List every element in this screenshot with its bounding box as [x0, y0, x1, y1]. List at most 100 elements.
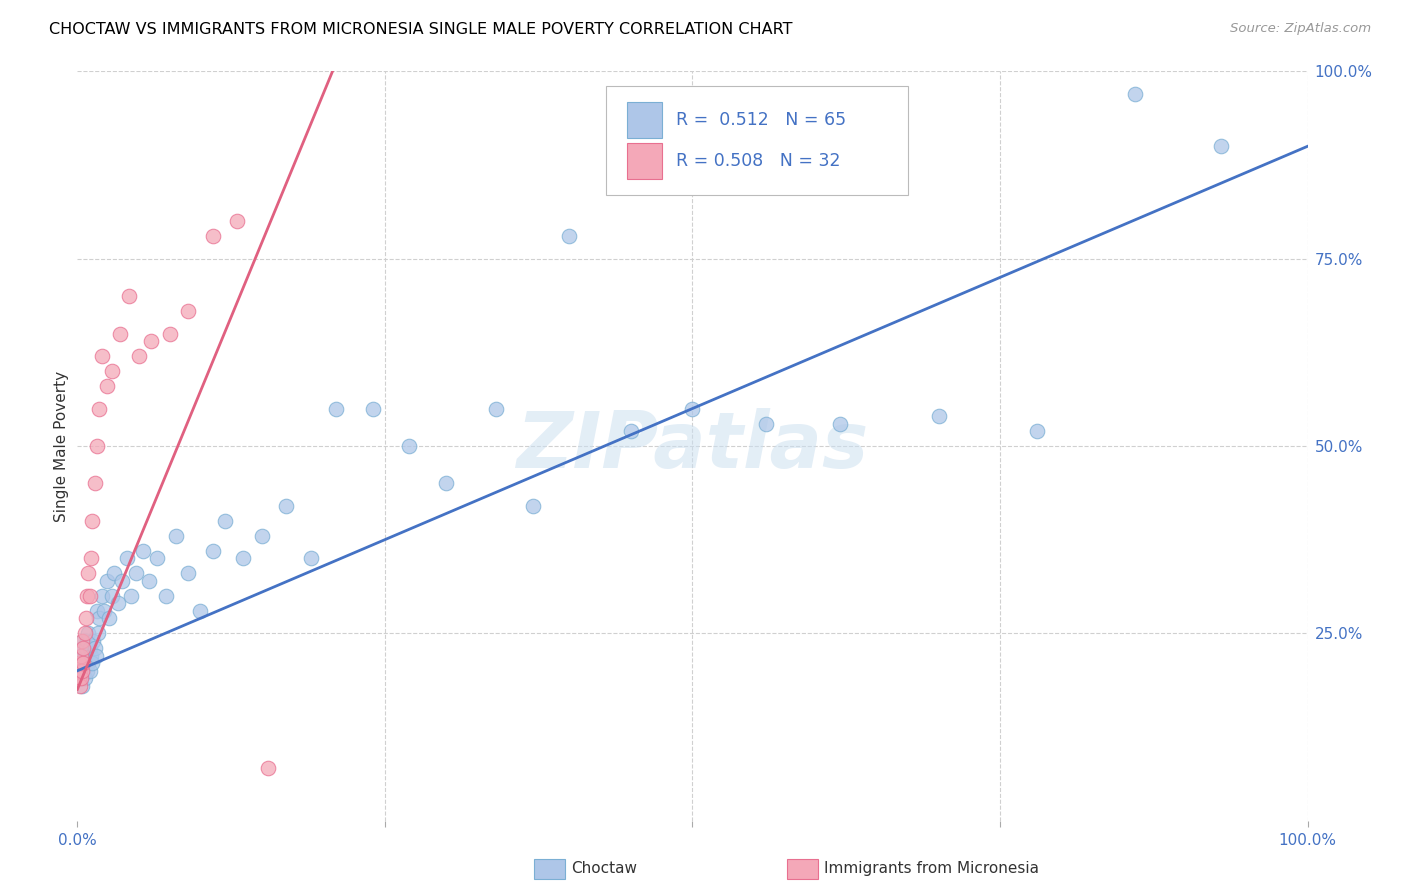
Text: CHOCTAW VS IMMIGRANTS FROM MICRONESIA SINGLE MALE POVERTY CORRELATION CHART: CHOCTAW VS IMMIGRANTS FROM MICRONESIA SI… [49, 22, 793, 37]
Point [1211, 139, 1233, 153]
Point [90, 349, 114, 363]
Point [73, 671, 96, 685]
Point [76, 633, 98, 648]
Point [82, 514, 104, 528]
Point [485, 401, 508, 416]
Point [70, 671, 93, 685]
Point [69, 664, 91, 678]
Point [90, 589, 114, 603]
Point [70, 648, 93, 663]
Bar [627, 102, 662, 138]
Point [98, 611, 121, 625]
Point [830, 417, 852, 431]
Point [226, 214, 249, 228]
Point [146, 551, 169, 566]
Point [67, 671, 90, 685]
Point [77, 566, 100, 581]
Point [121, 589, 143, 603]
Point [70, 664, 93, 678]
Point [70, 633, 93, 648]
Point [558, 229, 581, 244]
Point [80, 551, 103, 566]
Point [72, 664, 94, 678]
Point [177, 304, 200, 318]
Point [276, 499, 298, 513]
Point [131, 544, 153, 558]
Point [201, 229, 224, 244]
Point [70, 648, 93, 663]
Point [299, 551, 322, 566]
Point [82, 633, 104, 648]
Point [73, 648, 96, 663]
Point [77, 626, 100, 640]
Point [69, 657, 91, 671]
Point [70, 679, 93, 693]
Point [89, 611, 111, 625]
Point [83, 641, 105, 656]
Point [214, 514, 236, 528]
Point [257, 761, 280, 775]
Point [436, 476, 458, 491]
Point [522, 499, 544, 513]
Point [141, 334, 163, 348]
Point [69, 679, 91, 693]
Point [76, 664, 98, 678]
Point [67, 664, 90, 678]
Point [83, 476, 105, 491]
Point [77, 657, 100, 671]
Text: R = 0.508   N = 32: R = 0.508 N = 32 [676, 153, 841, 170]
Point [398, 439, 420, 453]
Text: R =  0.512   N = 65: R = 0.512 N = 65 [676, 112, 846, 129]
Point [159, 326, 181, 341]
Point [118, 289, 141, 303]
Point [361, 401, 384, 416]
Point [115, 551, 138, 566]
Point [111, 574, 132, 588]
Point [110, 326, 132, 341]
Bar [627, 144, 662, 179]
Point [1125, 87, 1147, 101]
Point [177, 566, 200, 581]
Text: Immigrants from Micronesia: Immigrants from Micronesia [824, 862, 1039, 876]
Point [201, 544, 224, 558]
Point [96, 574, 118, 588]
Point [155, 589, 177, 603]
Point [928, 409, 950, 423]
Point [107, 596, 129, 610]
Point [128, 349, 150, 363]
Point [89, 401, 111, 416]
Point [86, 439, 108, 453]
Point [80, 648, 103, 663]
Point [72, 633, 94, 648]
Point [96, 379, 118, 393]
Point [250, 529, 273, 543]
Point [75, 641, 97, 656]
Point [101, 364, 124, 378]
Point [138, 574, 160, 588]
Point [75, 611, 97, 625]
Point [79, 664, 101, 678]
Point [165, 529, 187, 543]
Point [75, 657, 97, 671]
Text: Choctaw: Choctaw [571, 862, 637, 876]
Point [72, 641, 94, 656]
FancyBboxPatch shape [606, 87, 908, 195]
Point [188, 604, 212, 618]
Point [76, 589, 98, 603]
Point [79, 589, 101, 603]
Point [93, 604, 115, 618]
Point [232, 551, 254, 566]
Point [84, 648, 107, 663]
Y-axis label: Single Male Poverty: Single Male Poverty [53, 370, 69, 522]
Point [86, 604, 108, 618]
Point [1026, 424, 1049, 438]
Point [73, 626, 96, 640]
Point [82, 657, 104, 671]
Text: ZIPatlas: ZIPatlas [516, 408, 869, 484]
Point [101, 589, 124, 603]
Point [72, 657, 94, 671]
Text: Source: ZipAtlas.com: Source: ZipAtlas.com [1230, 22, 1371, 36]
Point [103, 566, 125, 581]
Point [79, 641, 101, 656]
Point [755, 417, 778, 431]
